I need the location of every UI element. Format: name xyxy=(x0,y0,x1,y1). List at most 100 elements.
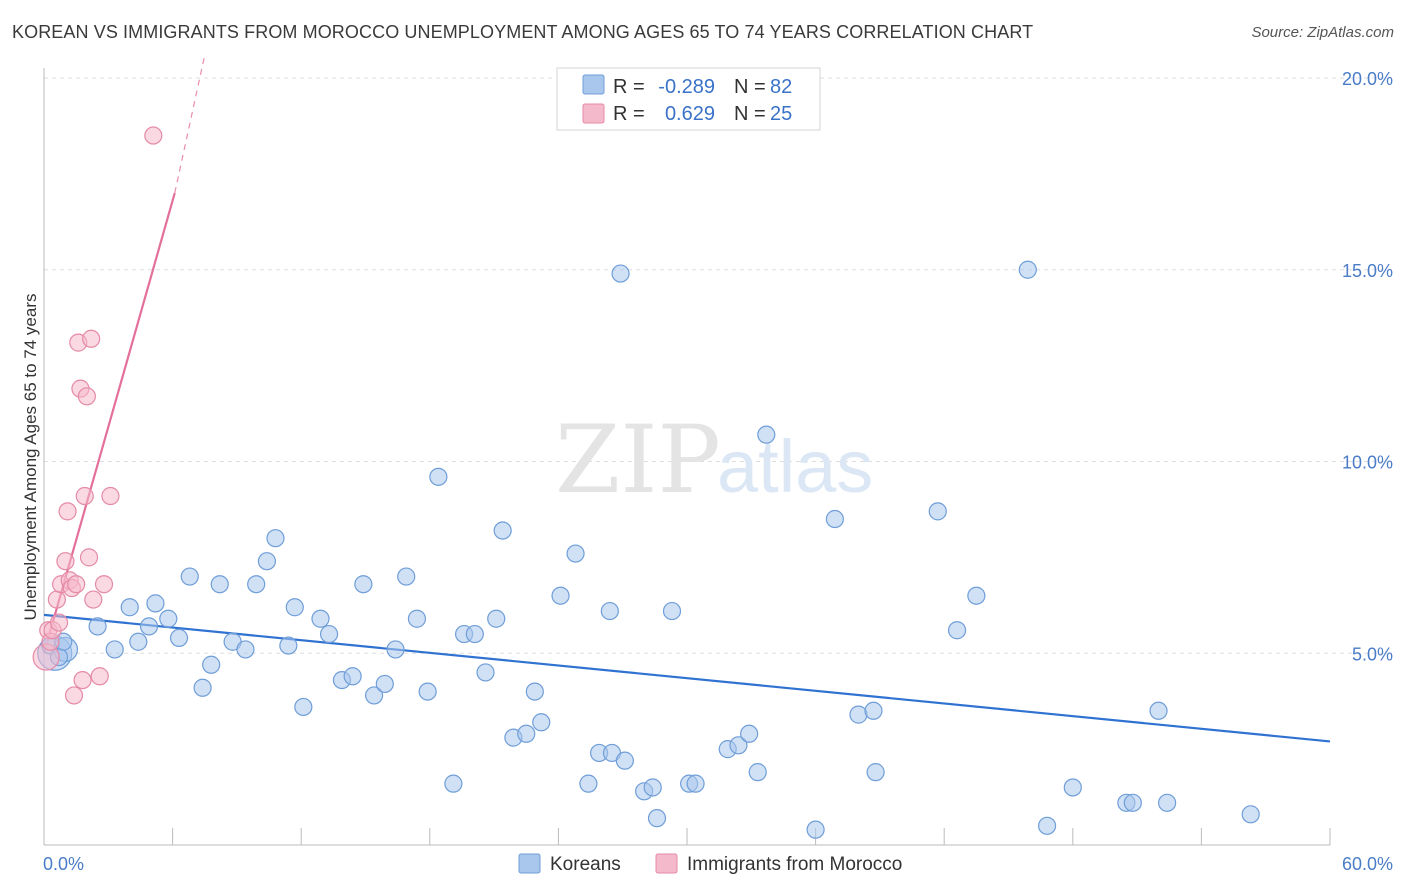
point-morocco xyxy=(47,590,66,609)
point-koreans xyxy=(343,667,362,686)
point-morocco xyxy=(79,548,99,567)
point-koreans xyxy=(257,552,277,571)
legend-n-value-1: 82 xyxy=(770,76,792,98)
point-morocco xyxy=(56,552,75,571)
point-koreans xyxy=(579,774,598,793)
point-koreans xyxy=(532,713,551,732)
point-koreans xyxy=(88,617,107,636)
point-koreans xyxy=(487,609,506,628)
point-morocco xyxy=(90,667,109,686)
point-koreans xyxy=(129,632,148,651)
point-koreans xyxy=(236,640,255,659)
point-koreans xyxy=(279,636,298,655)
point-koreans xyxy=(193,678,212,697)
point-koreans xyxy=(551,586,570,605)
point-koreans xyxy=(397,567,416,586)
point-koreans xyxy=(418,682,437,701)
point-morocco xyxy=(58,502,77,521)
point-koreans xyxy=(1149,701,1168,720)
x-tick-label-min: 0.0% xyxy=(43,854,84,874)
points-koreans xyxy=(37,260,1260,839)
point-koreans xyxy=(210,575,229,594)
legend-box: R = -0.289 N = 82 R = 0.629 N = 25 xyxy=(556,67,821,131)
point-koreans xyxy=(444,774,463,793)
point-morocco xyxy=(67,575,86,594)
point-koreans xyxy=(566,544,585,563)
point-koreans xyxy=(159,609,178,628)
point-morocco xyxy=(73,670,92,690)
point-koreans xyxy=(311,609,330,628)
trend-line-koreans xyxy=(43,613,1331,743)
bottom-legend-swatch-koreans xyxy=(518,853,541,874)
point-koreans xyxy=(967,586,986,605)
y-tick-label-2: 15.0% xyxy=(1342,261,1393,281)
point-koreans xyxy=(386,640,405,659)
x-tick-label-max: 60.0% xyxy=(1342,854,1393,874)
trend-morocco-extension xyxy=(174,54,206,194)
point-koreans xyxy=(849,705,868,724)
point-koreans xyxy=(294,697,313,717)
point-morocco xyxy=(64,686,84,705)
y-tick-label-3: 20.0% xyxy=(1342,69,1393,89)
point-morocco xyxy=(94,575,114,594)
watermark-atlas: atlas xyxy=(717,425,873,508)
point-koreans xyxy=(375,674,394,694)
point-morocco xyxy=(84,590,103,609)
legend-r-value-1: -0.289 xyxy=(658,76,715,98)
point-koreans xyxy=(686,774,705,793)
point-koreans xyxy=(643,778,662,797)
bottom-legend-label-morocco: Immigrants from Morocco xyxy=(687,854,902,875)
legend-n-label-2: N = xyxy=(734,103,766,125)
points-morocco xyxy=(32,126,163,705)
point-koreans xyxy=(105,640,124,659)
point-koreans xyxy=(928,502,947,521)
point-koreans xyxy=(757,425,776,444)
point-koreans xyxy=(729,736,748,755)
axes xyxy=(43,68,1331,846)
point-koreans xyxy=(146,594,165,613)
point-koreans xyxy=(139,617,159,636)
point-morocco xyxy=(144,126,163,145)
point-koreans xyxy=(525,682,544,701)
point-morocco xyxy=(49,613,69,632)
point-koreans xyxy=(1063,778,1082,797)
point-koreans xyxy=(740,724,759,743)
point-koreans xyxy=(947,621,967,640)
legend-n-value-2: 25 xyxy=(770,103,792,125)
point-koreans xyxy=(600,601,619,621)
point-koreans xyxy=(319,624,339,644)
point-koreans xyxy=(285,598,304,617)
legend-r-value-2: 0.629 xyxy=(665,103,715,125)
y-tick-label-1: 10.0% xyxy=(1342,453,1393,473)
point-koreans xyxy=(647,809,667,828)
y-axis-title: Unemployment Among Ages 65 to 74 years xyxy=(21,294,40,621)
legend-swatch-koreans xyxy=(582,74,605,95)
y-tick-labels: 5.0% 10.0% 15.0% 20.0% xyxy=(1342,69,1393,664)
point-koreans xyxy=(476,663,495,682)
point-koreans xyxy=(1018,260,1037,279)
point-koreans xyxy=(247,575,266,594)
point-morocco xyxy=(77,387,96,406)
point-koreans xyxy=(611,264,630,283)
bottom-legend: Koreans Immigrants from Morocco xyxy=(518,853,902,875)
bottom-legend-swatch-morocco xyxy=(655,853,678,874)
point-morocco xyxy=(82,329,101,348)
bottom-legend-label-koreans: Koreans xyxy=(550,854,621,875)
watermark-zip: ZIP xyxy=(555,406,721,515)
point-koreans xyxy=(429,467,448,486)
point-koreans xyxy=(866,763,885,782)
legend-r-label-2: R = xyxy=(613,103,645,125)
legend-n-label-1: N = xyxy=(734,76,766,98)
trend-koreans-line xyxy=(43,613,1331,743)
point-koreans xyxy=(407,609,427,628)
point-koreans xyxy=(825,509,844,529)
point-koreans xyxy=(517,724,536,743)
point-koreans xyxy=(169,628,189,648)
point-koreans xyxy=(364,686,384,705)
point-koreans xyxy=(354,575,373,594)
source-label: Source: ZipAtlas.com xyxy=(1251,24,1394,41)
point-koreans xyxy=(1158,793,1177,812)
point-koreans xyxy=(864,701,883,720)
point-koreans xyxy=(1241,805,1260,824)
